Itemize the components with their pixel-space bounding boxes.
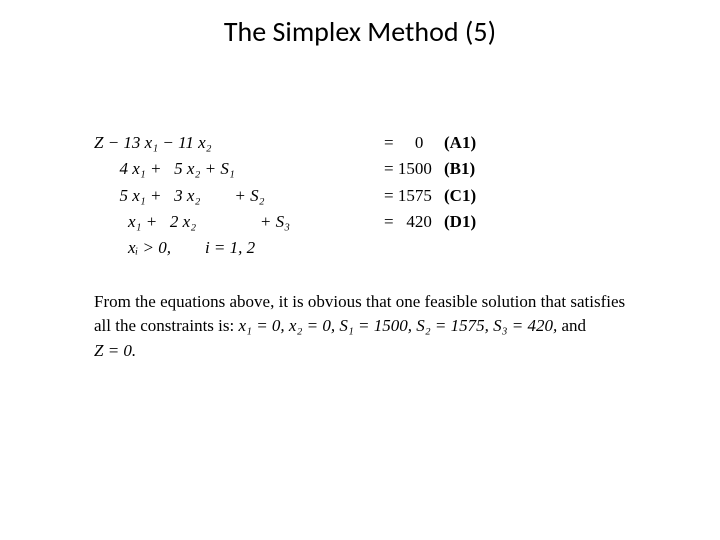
equation-a1: Z − 13 x₁ − 11 x₂ = 0 (A1) <box>94 130 654 156</box>
eq-rhs: = 1500 <box>384 156 444 182</box>
para-line2: all the constraints is: x₁ = 0, x₂ = 0, … <box>94 314 654 339</box>
explanation-paragraph: From the equations above, it is obvious … <box>94 290 654 364</box>
eq-tag: (B1) <box>444 156 504 182</box>
equation-nonneg: xᵢ > 0, i = 1, 2 <box>94 235 654 261</box>
eq-lhs: 5 x₁ + 3 x₂ + S₂ <box>94 183 384 209</box>
equation-d1: x₁ + 2 x₂ + S₃ = 420 (D1) <box>94 209 654 235</box>
eq-tag: (C1) <box>444 183 504 209</box>
eq-rhs: = 420 <box>384 209 444 235</box>
para-l2-pre: all the constraints is: <box>94 316 238 335</box>
para-line1: From the equations above, it is obvious … <box>94 290 654 315</box>
content-area: Z − 13 x₁ − 11 x₂ = 0 (A1) 4 x₁ + 5 x₂ +… <box>94 130 654 364</box>
eq-lhs: x₁ + 2 x₂ + S₃ <box>94 209 384 235</box>
para-l2-mid: x₁ = 0, x₂ = 0, S₁ = 1500, S₂ = 1575, S₃… <box>238 316 557 335</box>
page-title: The Simplex Method (5) <box>0 14 720 49</box>
slide: The Simplex Method (5) Z − 13 x₁ − 11 x₂… <box>0 0 720 540</box>
equation-b1: 4 x₁ + 5 x₂ + S₁ = 1500 (B1) <box>94 156 654 182</box>
eq-rhs: = 1575 <box>384 183 444 209</box>
eq-tag: (A1) <box>444 130 504 156</box>
para-l2-post: and <box>557 316 586 335</box>
eq-lhs: 4 x₁ + 5 x₂ + S₁ <box>94 156 384 182</box>
eq-lhs: Z − 13 x₁ − 11 x₂ <box>94 130 384 156</box>
para-line3: Z = 0. <box>94 339 654 364</box>
eq-tag: (D1) <box>444 209 504 235</box>
eq-lhs: xᵢ > 0, i = 1, 2 <box>94 235 384 261</box>
equation-c1: 5 x₁ + 3 x₂ + S₂ = 1575 (C1) <box>94 183 654 209</box>
eq-rhs: = 0 <box>384 130 444 156</box>
equation-block: Z − 13 x₁ − 11 x₂ = 0 (A1) 4 x₁ + 5 x₂ +… <box>94 130 654 262</box>
